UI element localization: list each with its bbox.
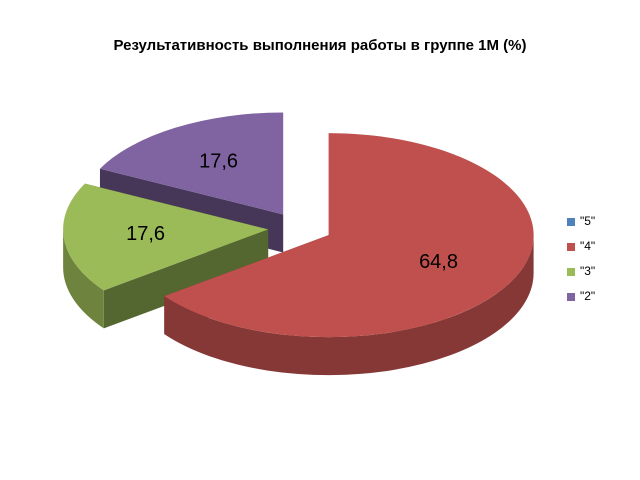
legend-swatch [567,293,575,301]
pie-slice [63,183,269,291]
slice-wall [63,229,104,329]
legend-label: "5" [580,214,595,228]
chart-title: Результативность выполнения работы в гру… [113,37,526,54]
slice: 64,8 [164,133,534,376]
legend-label: "2" [580,289,595,303]
slice: 17,6 [63,183,269,329]
pie-slice [99,112,284,215]
legend-swatch [567,268,575,276]
data-label: 64,8 [419,251,458,273]
legend-label: "4" [580,239,595,253]
slice-wall [164,235,534,376]
legend-label: "3" [580,264,595,278]
legend-swatch [567,218,575,226]
legend-swatch [567,243,575,251]
data-label: 17,6 [199,151,238,173]
data-label: 17,6 [126,223,165,245]
pie-slice [164,133,534,338]
